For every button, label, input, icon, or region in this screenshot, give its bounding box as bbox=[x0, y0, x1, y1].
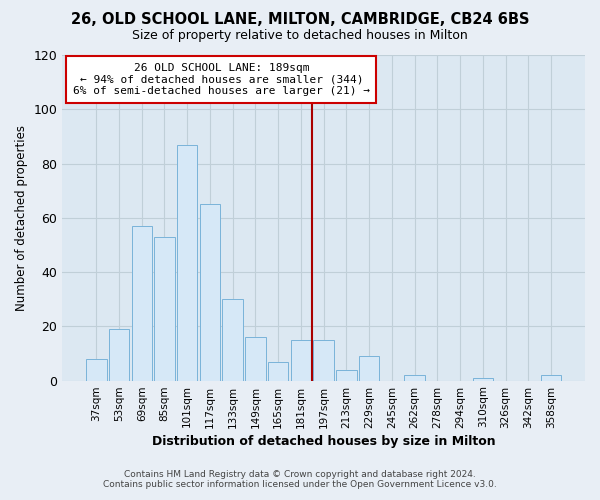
Bar bbox=[290, 340, 311, 380]
Bar bbox=[541, 375, 561, 380]
Bar bbox=[200, 204, 220, 380]
Bar bbox=[268, 362, 289, 380]
Bar bbox=[109, 329, 129, 380]
Bar bbox=[473, 378, 493, 380]
Bar bbox=[313, 340, 334, 380]
Bar bbox=[223, 299, 243, 380]
Text: 26 OLD SCHOOL LANE: 189sqm
← 94% of detached houses are smaller (344)
6% of semi: 26 OLD SCHOOL LANE: 189sqm ← 94% of deta… bbox=[73, 63, 370, 96]
Text: Size of property relative to detached houses in Milton: Size of property relative to detached ho… bbox=[132, 29, 468, 42]
Bar bbox=[404, 375, 425, 380]
Y-axis label: Number of detached properties: Number of detached properties bbox=[15, 125, 28, 311]
Text: Contains HM Land Registry data © Crown copyright and database right 2024.
Contai: Contains HM Land Registry data © Crown c… bbox=[103, 470, 497, 489]
Bar bbox=[177, 144, 197, 380]
Bar bbox=[154, 237, 175, 380]
Bar bbox=[245, 337, 266, 380]
Bar bbox=[86, 359, 107, 380]
Bar bbox=[359, 356, 379, 380]
Bar bbox=[336, 370, 356, 380]
Bar bbox=[131, 226, 152, 380]
Text: 26, OLD SCHOOL LANE, MILTON, CAMBRIDGE, CB24 6BS: 26, OLD SCHOOL LANE, MILTON, CAMBRIDGE, … bbox=[71, 12, 529, 28]
X-axis label: Distribution of detached houses by size in Milton: Distribution of detached houses by size … bbox=[152, 434, 496, 448]
